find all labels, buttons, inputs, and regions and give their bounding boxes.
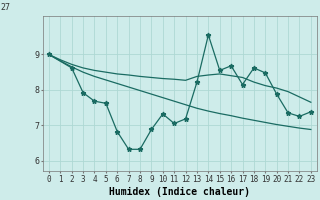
Text: 27: 27 [0, 3, 11, 12]
X-axis label: Humidex (Indice chaleur): Humidex (Indice chaleur) [109, 186, 250, 197]
